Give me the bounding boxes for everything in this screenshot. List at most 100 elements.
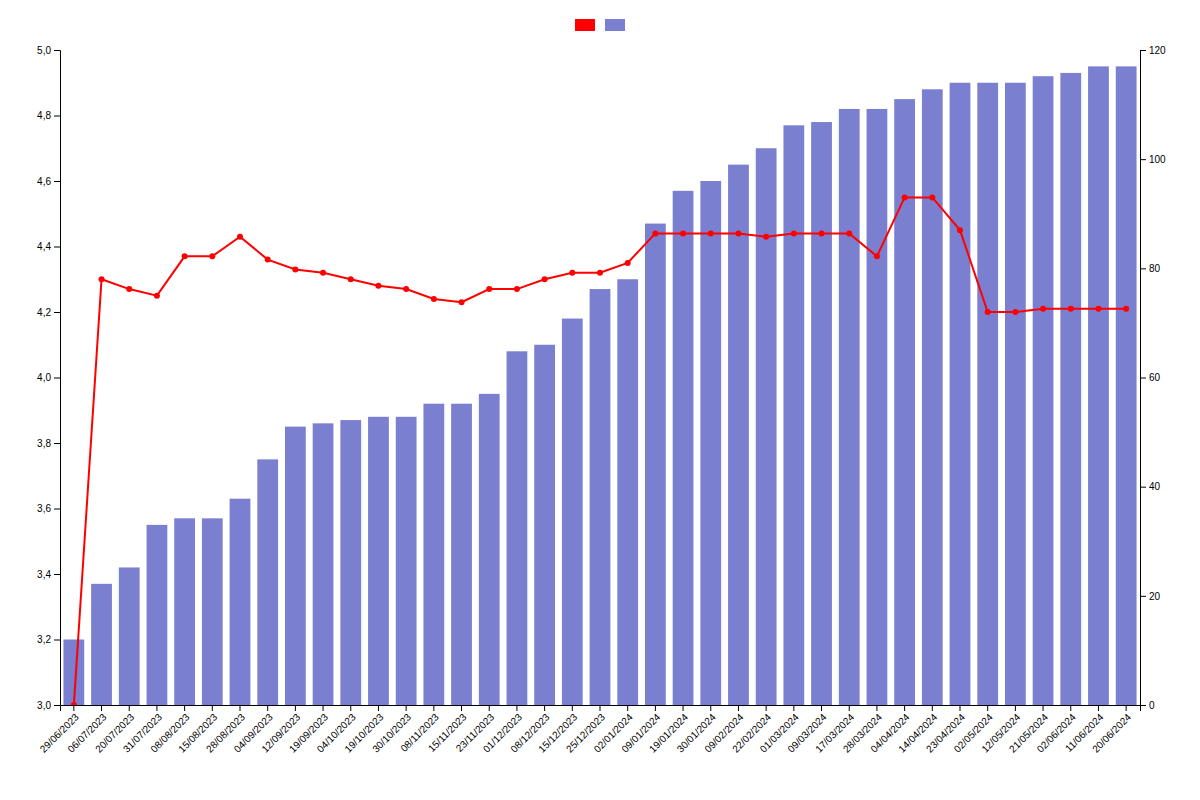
x-tick-mark (461, 705, 462, 711)
marker (486, 286, 492, 292)
marker (846, 230, 852, 236)
y-tick-label: 3,2 (37, 634, 51, 645)
marker (514, 286, 520, 292)
y2-tick-mark (1140, 705, 1146, 706)
x-tick-mark (73, 705, 74, 711)
x-tick-mark (544, 705, 545, 711)
marker (1068, 306, 1074, 312)
line (74, 197, 1126, 705)
marker (431, 296, 437, 302)
y-tick: 4,4 (37, 241, 60, 252)
y-tick-mark (54, 50, 60, 51)
x-tick-mark (350, 705, 351, 711)
y-tick: 5,0 (37, 45, 60, 56)
x-tick-mark (572, 705, 573, 711)
marker (1123, 306, 1129, 312)
x-tick: 20/06/2024 (1090, 705, 1133, 755)
y-tick-label: 4,0 (37, 372, 51, 383)
x-tick-mark (156, 705, 157, 711)
x-tick-mark (489, 705, 490, 711)
x-tick-mark (849, 705, 850, 711)
bar (894, 99, 915, 705)
y-tick-label: 3,4 (37, 569, 51, 580)
marker (929, 194, 935, 200)
bar (673, 191, 694, 705)
marker (126, 286, 132, 292)
bar (1005, 83, 1026, 705)
bar (507, 351, 528, 705)
y-tick: 3,0 (37, 700, 60, 711)
bar (562, 319, 583, 705)
y-tick-mark (54, 378, 60, 379)
legend (575, 19, 625, 31)
y2-tick-label: 40 (1149, 481, 1161, 492)
bar-series (63, 66, 1136, 705)
x-tick-mark (627, 705, 628, 711)
bar (950, 83, 971, 705)
y-tick: 3,4 (37, 569, 60, 580)
marker (1012, 309, 1018, 315)
y2-tick: 0 (1140, 700, 1155, 711)
bar (257, 459, 278, 705)
marker (542, 276, 548, 282)
y-tick-mark (54, 509, 60, 510)
y-tick: 4,2 (37, 307, 60, 318)
bar (147, 525, 168, 705)
y-tick: 3,2 (37, 634, 60, 645)
bar (783, 125, 804, 705)
marker (182, 253, 188, 259)
marker (375, 283, 381, 289)
y-tick-mark (54, 705, 60, 706)
bar (423, 404, 444, 705)
marker (708, 230, 714, 236)
y-tick-mark (54, 181, 60, 182)
axis-domain (1141, 51, 1147, 706)
y-tick-label: 3,0 (37, 700, 51, 711)
marker (237, 234, 243, 240)
bar (617, 279, 638, 705)
x-tick-mark (738, 705, 739, 711)
x-tick-mark (876, 705, 877, 711)
bar (91, 584, 112, 705)
y2-tick-label: 60 (1149, 372, 1161, 383)
marker (735, 230, 741, 236)
bar (479, 394, 500, 705)
chart: 29/06/202306/07/202320/07/202331/07/2023… (0, 0, 1200, 800)
x-tick-mark (240, 705, 241, 711)
marker (1040, 306, 1046, 312)
x-tick-mark (683, 705, 684, 711)
x-tick-mark (295, 705, 296, 711)
x-tick-mark (793, 705, 794, 711)
x-tick-mark (1043, 705, 1044, 711)
y2-tick: 100 (1140, 154, 1166, 165)
bar (700, 181, 721, 705)
marker (985, 309, 991, 315)
x-tick-mark (378, 705, 379, 711)
marker (652, 230, 658, 236)
y2-tick: 60 (1140, 372, 1161, 383)
x-tick-mark (1098, 705, 1099, 711)
bar (728, 165, 749, 705)
bar (174, 518, 195, 705)
y-tick-label: 4,8 (37, 110, 51, 121)
marker (680, 230, 686, 236)
bar (977, 83, 998, 705)
x-tick-mark (655, 705, 656, 711)
bar (230, 499, 251, 705)
x-tick-mark (406, 705, 407, 711)
x-tick-mark (516, 705, 517, 711)
marks (63, 66, 1136, 705)
y-tick: 4,6 (37, 176, 60, 187)
marker (99, 276, 105, 282)
bar (867, 109, 888, 705)
x-tick-mark (212, 705, 213, 711)
bar (202, 518, 223, 705)
y2-tick-mark (1140, 487, 1146, 488)
y-tick-label: 3,8 (37, 438, 51, 449)
bar (839, 109, 860, 705)
bar (451, 404, 472, 705)
y-tick-mark (54, 574, 60, 575)
x-tick-mark (932, 705, 933, 711)
y-tick-label: 3,6 (37, 503, 51, 514)
y2-tick-mark (1140, 50, 1146, 51)
